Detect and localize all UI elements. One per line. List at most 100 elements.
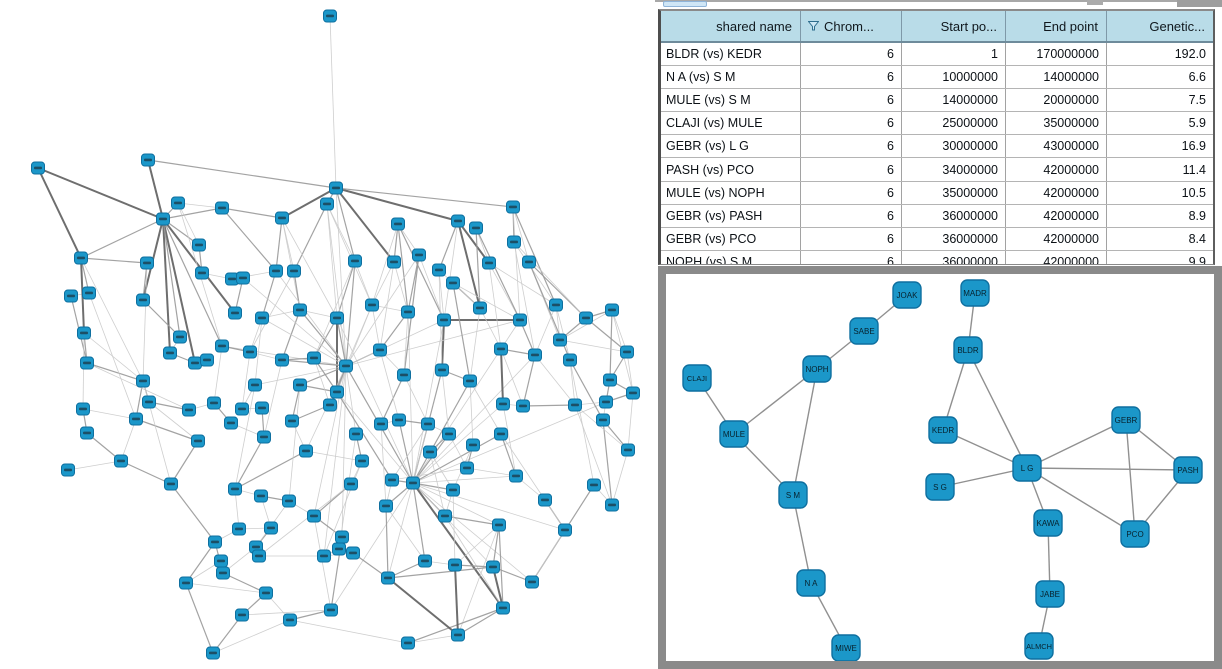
network-edge[interactable] xyxy=(397,223,409,313)
network-edge[interactable] xyxy=(454,564,459,636)
cell-value[interactable]: 25000000 xyxy=(902,112,1006,135)
node-jabe[interactable]: JABE xyxy=(1035,580,1065,608)
network-node[interactable] xyxy=(599,395,613,409)
network-node[interactable] xyxy=(228,306,242,320)
cell-value[interactable]: 8.9 xyxy=(1188,208,1206,223)
network-edge[interactable] xyxy=(513,241,587,319)
network-node[interactable] xyxy=(173,330,187,344)
network-edge[interactable] xyxy=(249,270,295,353)
node-shape[interactable] xyxy=(1111,406,1141,434)
network-node[interactable] xyxy=(64,289,78,303)
network-edge[interactable] xyxy=(335,187,395,263)
edge-s-m-n-a[interactable] xyxy=(792,494,812,584)
network-node[interactable] xyxy=(114,454,128,468)
network-edge[interactable] xyxy=(185,582,267,594)
network-edge[interactable] xyxy=(412,423,429,484)
table-row[interactable]: PASH (vs) PCO 6 34000000 42000000 11.4 xyxy=(661,158,1213,182)
network-node[interactable] xyxy=(254,489,268,503)
network-node[interactable] xyxy=(142,395,156,409)
network-edge[interactable] xyxy=(335,187,356,262)
node-joak[interactable]: JOAK xyxy=(892,281,922,309)
network-node[interactable] xyxy=(200,353,214,367)
network-edge[interactable] xyxy=(555,304,571,361)
table-row[interactable]: GEBR (vs) L G 6 30000000 43000000 16.9 xyxy=(661,135,1213,159)
cell-shared-name[interactable]: CLAJI (vs) MULE xyxy=(661,112,801,135)
network-edge[interactable] xyxy=(574,404,613,506)
cell-value[interactable]: 16.9 xyxy=(1181,139,1206,154)
network-node[interactable] xyxy=(525,575,539,589)
network-edge[interactable] xyxy=(412,354,536,484)
table-row[interactable]: MULE (vs) NOPH 6 35000000 42000000 10.5 xyxy=(661,181,1213,205)
node-shape[interactable] xyxy=(1173,456,1203,484)
network-node[interactable] xyxy=(236,271,250,285)
edge-bldr-l-g[interactable] xyxy=(967,349,1028,469)
network-edge[interactable] xyxy=(329,15,337,189)
network-edge[interactable] xyxy=(281,187,337,219)
network-node[interactable] xyxy=(509,469,523,483)
network-edge[interactable] xyxy=(452,282,521,321)
network-node[interactable] xyxy=(324,603,338,617)
cell-shared-name[interactable]: MULE (vs) S M xyxy=(661,89,801,112)
cell-shared-name[interactable]: GEBR (vs) PCO xyxy=(661,227,801,250)
network-node[interactable] xyxy=(492,518,506,532)
network-node[interactable] xyxy=(299,444,313,458)
network-edge[interactable] xyxy=(385,505,426,562)
network-edge[interactable] xyxy=(457,607,504,636)
network-node[interactable] xyxy=(275,211,289,225)
table-row[interactable]: GEBR (vs) PCO 6 36000000 42000000 8.4 xyxy=(661,227,1213,251)
network-node[interactable] xyxy=(80,356,94,370)
network-node[interactable] xyxy=(513,313,527,327)
network-node[interactable] xyxy=(418,554,432,568)
network-edge[interactable] xyxy=(609,309,613,381)
network-node[interactable] xyxy=(374,417,388,431)
network-node[interactable] xyxy=(330,311,344,325)
network-node[interactable] xyxy=(392,413,406,427)
network-edge[interactable] xyxy=(345,319,521,367)
node-n-a[interactable]: N A xyxy=(796,569,826,597)
cell-shared-name[interactable]: GEBR (vs) L G xyxy=(661,135,801,158)
node-shape[interactable] xyxy=(1035,580,1065,608)
network-edge[interactable] xyxy=(492,524,500,568)
network-node[interactable] xyxy=(558,523,572,537)
network-edge[interactable] xyxy=(326,203,347,367)
node-shape[interactable] xyxy=(1120,520,1150,548)
network-edge[interactable] xyxy=(475,227,521,321)
network-node[interactable] xyxy=(269,264,283,278)
cell-value[interactable]: 6 xyxy=(801,66,902,89)
edge-attribute-table[interactable]: shared name Chrom... Start po... End point G… xyxy=(658,9,1215,265)
node-claji[interactable]: CLAJI xyxy=(682,364,712,392)
network-edge[interactable] xyxy=(412,403,504,484)
network-edge[interactable] xyxy=(212,619,291,654)
network-node[interactable] xyxy=(287,264,301,278)
network-edge[interactable] xyxy=(528,261,587,319)
network-edge[interactable] xyxy=(397,223,445,321)
network-edge[interactable] xyxy=(345,365,357,435)
network-node[interactable] xyxy=(406,476,420,490)
node-madr[interactable]: MADR xyxy=(960,279,990,307)
network-edge[interactable] xyxy=(326,203,373,306)
network-node[interactable] xyxy=(538,493,552,507)
node-shape[interactable] xyxy=(1024,632,1054,660)
network-edge[interactable] xyxy=(221,207,277,272)
network-edge[interactable] xyxy=(142,299,181,338)
cell-value[interactable]: 43000000 xyxy=(1006,135,1107,158)
node-l-g[interactable]: L G xyxy=(1012,454,1042,482)
network-node[interactable] xyxy=(31,161,45,175)
network-edge[interactable] xyxy=(387,577,459,636)
network-edge[interactable] xyxy=(313,515,332,611)
network-node[interactable] xyxy=(391,217,405,231)
network-edge[interactable] xyxy=(288,384,301,502)
cell-value[interactable]: 6 xyxy=(801,112,902,135)
network-edge[interactable] xyxy=(444,515,504,609)
network-edge[interactable] xyxy=(37,167,82,259)
network-node[interactable] xyxy=(446,483,460,497)
network-node[interactable] xyxy=(80,426,94,440)
network-edge[interactable] xyxy=(142,262,148,382)
network-edge[interactable] xyxy=(585,317,628,353)
network-node[interactable] xyxy=(264,521,278,535)
network-node[interactable] xyxy=(329,181,343,195)
network-node[interactable] xyxy=(317,549,331,563)
network-node[interactable] xyxy=(412,248,426,262)
network-edge[interactable] xyxy=(500,433,517,477)
cell-value[interactable]: 36000000 xyxy=(902,204,1006,227)
